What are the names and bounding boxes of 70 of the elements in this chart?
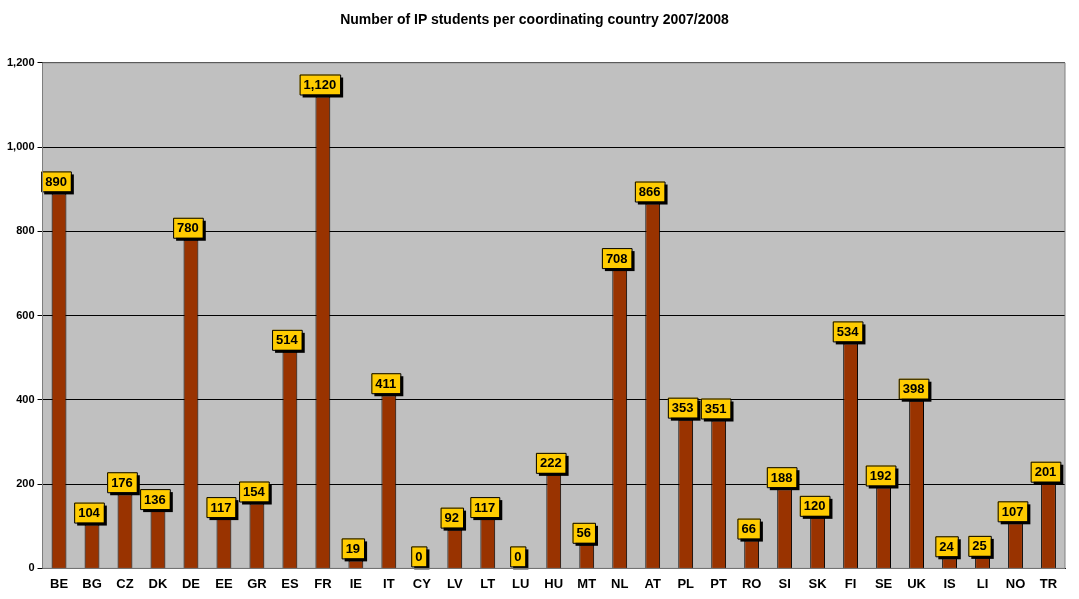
- data-label: 25: [972, 538, 987, 554]
- data-label: 351: [704, 401, 727, 417]
- y-tick-label: 1,000: [7, 140, 35, 153]
- data-label: 192: [869, 468, 892, 484]
- data-label: 120: [803, 498, 826, 514]
- y-tick-label: 400: [16, 392, 35, 405]
- x-tick-label: FI: [844, 575, 857, 591]
- y-tick-label: 600: [16, 308, 35, 321]
- x-tick-label: SI: [778, 575, 791, 591]
- x-tick-label: FR: [314, 575, 333, 591]
- data-label: 0: [514, 548, 522, 564]
- data-label: 1,120: [303, 77, 337, 93]
- x-tick-label: SE: [874, 575, 893, 591]
- data-label: 107: [1001, 503, 1024, 519]
- data-label: 24: [939, 538, 955, 554]
- x-tick-label: TR: [1039, 575, 1058, 591]
- data-label: 19: [345, 540, 361, 556]
- x-tick-label: CZ: [116, 575, 134, 591]
- y-tick-label: 800: [16, 224, 35, 237]
- data-label: 66: [741, 521, 756, 537]
- x-tick-label: SK: [808, 575, 828, 591]
- data-label: 56: [576, 525, 591, 541]
- data-label: 398: [902, 381, 925, 397]
- x-tick-label: PT: [710, 575, 728, 591]
- data-label: 176: [111, 474, 133, 490]
- data-label: 353: [671, 400, 694, 416]
- data-label: 117: [210, 499, 232, 515]
- x-tick-label: AT: [644, 575, 661, 591]
- x-tick-label: IS: [943, 575, 957, 591]
- data-label: 866: [638, 184, 661, 200]
- chart-title: Number of IP students per coordinating country 2007/2008: [340, 11, 730, 28]
- data-label: 780: [177, 220, 199, 236]
- data-label: 534: [836, 323, 860, 339]
- x-tick-label: HU: [544, 575, 564, 591]
- x-tick-label: IT: [383, 575, 395, 591]
- data-label: 411: [375, 375, 397, 391]
- data-label: 92: [444, 510, 460, 526]
- data-label: 201: [1034, 464, 1057, 480]
- x-tick-label: DK: [148, 575, 168, 591]
- x-tick-label: PL: [677, 575, 695, 591]
- x-tick-label: LT: [480, 575, 496, 591]
- data-label: 188: [770, 469, 793, 485]
- x-tick-label: LI: [976, 575, 989, 591]
- x-tick-label: NO: [1005, 575, 1026, 591]
- data-label: 104: [78, 505, 101, 521]
- data-label: 117: [474, 499, 496, 515]
- y-tick-label: 200: [16, 477, 35, 490]
- x-tick-label: BE: [49, 575, 69, 591]
- y-tick-label: 0: [28, 561, 35, 574]
- x-tick-label: IE: [349, 575, 363, 591]
- data-label: 154: [243, 484, 266, 500]
- data-label: 136: [144, 491, 166, 507]
- x-tick-label: BG: [82, 575, 102, 591]
- data-label: 0: [415, 548, 423, 564]
- x-tick-label: EE: [215, 575, 233, 591]
- x-tick-label: NL: [611, 575, 629, 591]
- data-label: 222: [539, 455, 562, 471]
- x-tick-label: UK: [907, 575, 927, 591]
- data-label: 708: [605, 250, 628, 266]
- data-label: 890: [45, 173, 67, 189]
- x-tick-label: LU: [512, 575, 530, 591]
- y-tick-label: 1,200: [7, 55, 35, 68]
- x-tick-label: LV: [446, 575, 463, 591]
- x-tick-label: MT: [577, 575, 597, 591]
- x-tick-label: CY: [412, 575, 432, 591]
- x-tick-label: GR: [247, 575, 268, 591]
- x-tick-label: DE: [181, 575, 201, 591]
- x-tick-label: RO: [741, 575, 762, 591]
- data-label: 514: [276, 332, 299, 348]
- x-tick-label: ES: [281, 575, 299, 591]
